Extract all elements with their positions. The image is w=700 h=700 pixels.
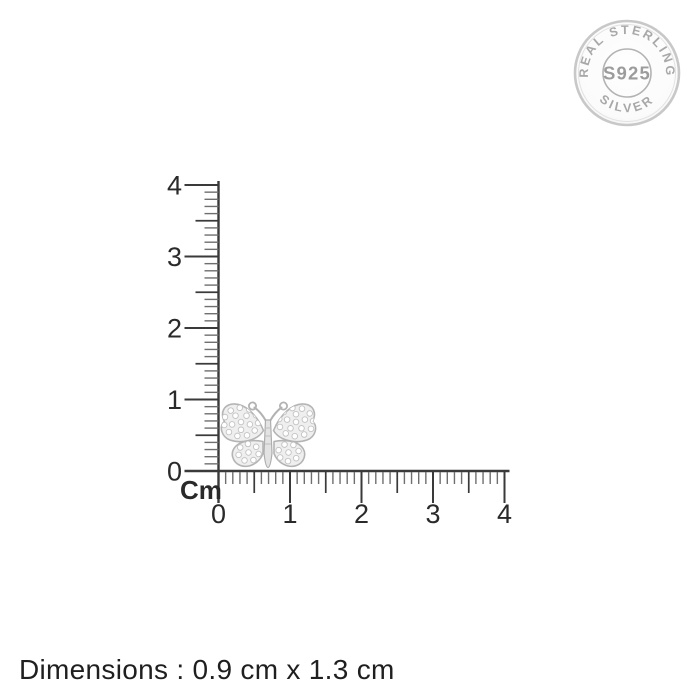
horizontal-ruler: 0 1 2 3 4 xyxy=(184,469,512,529)
pave-stone xyxy=(283,416,291,423)
pave-stone xyxy=(241,457,248,464)
pave-stone xyxy=(251,427,258,434)
pave-stone xyxy=(237,418,245,426)
pave-stone xyxy=(282,430,289,437)
horizontal-ruler-label: 2 xyxy=(354,499,369,529)
butterfly-antennae xyxy=(247,401,288,422)
horizontal-ruler-label: 0 xyxy=(211,499,226,529)
pave-stone xyxy=(301,416,309,423)
pave-stone xyxy=(227,407,234,414)
vertical-ruler-label: 0 xyxy=(167,457,182,487)
pave-stone xyxy=(243,432,251,439)
pave-stone xyxy=(276,454,284,461)
butterfly-antenna-right-curl xyxy=(278,401,288,411)
ruler-unit-label: Cm xyxy=(180,475,222,505)
pave-stone xyxy=(298,425,305,432)
pave-stone xyxy=(276,423,284,431)
seal-inner-rim xyxy=(578,24,676,122)
pave-stone xyxy=(243,412,250,419)
pave-stone xyxy=(306,410,313,417)
pave-stone xyxy=(298,405,306,412)
pave-stone xyxy=(245,449,252,456)
pave-stone xyxy=(246,421,254,428)
pave-stone xyxy=(228,421,236,428)
pave-stone xyxy=(290,441,297,449)
vertical-ruler-label: 4 xyxy=(167,171,182,201)
butterfly-antenna-left-curl xyxy=(247,401,257,411)
vertical-ruler-label: 2 xyxy=(167,314,182,344)
pave-stone xyxy=(292,410,300,418)
pave-stone xyxy=(237,426,245,434)
pave-stone xyxy=(275,446,282,454)
seal-center-ring xyxy=(602,48,652,98)
horizontal-ruler-label: 1 xyxy=(282,499,297,529)
pave-stone xyxy=(255,450,262,458)
horizontal-ruler-label: 4 xyxy=(497,499,512,529)
vertical-ruler: 0 1 2 3 4 xyxy=(167,171,220,503)
butterfly-earring xyxy=(220,401,317,469)
pave-stone xyxy=(284,457,292,465)
pave-stone xyxy=(236,404,244,412)
pave-stone xyxy=(250,456,257,464)
wing-stone-cluster xyxy=(235,440,262,464)
seal-s925-text: S925 xyxy=(603,63,651,84)
pave-stone xyxy=(292,454,300,462)
pave-stone xyxy=(232,412,239,419)
pave-stone xyxy=(225,428,233,436)
dimensions-caption: Dimensions : 0.9 cm x 1.3 cm xyxy=(19,654,395,685)
silver-seal: REAL STERLING SILVER S925 xyxy=(573,19,681,127)
butterfly-body-ridges xyxy=(264,427,272,445)
wing-stone-cluster xyxy=(275,441,302,465)
pave-stone xyxy=(281,441,288,448)
pave-stone xyxy=(252,443,260,451)
pave-stone xyxy=(234,432,241,440)
pave-stone xyxy=(292,418,300,426)
pave-stone xyxy=(300,431,308,438)
pave-stone xyxy=(291,432,299,440)
vertical-ruler-label: 3 xyxy=(167,242,182,272)
vertical-ruler-label: 1 xyxy=(167,385,182,415)
horizontal-ruler-label: 3 xyxy=(425,499,440,529)
pave-stone xyxy=(287,425,294,432)
pave-stone xyxy=(244,440,252,448)
wing-stone-cluster xyxy=(221,404,262,440)
pave-stone xyxy=(285,449,292,456)
pave-stone xyxy=(295,447,302,455)
pave-stone xyxy=(307,425,315,433)
pave-stone xyxy=(235,451,242,459)
seal-outer-ring xyxy=(573,19,681,127)
pave-stone xyxy=(236,444,244,451)
